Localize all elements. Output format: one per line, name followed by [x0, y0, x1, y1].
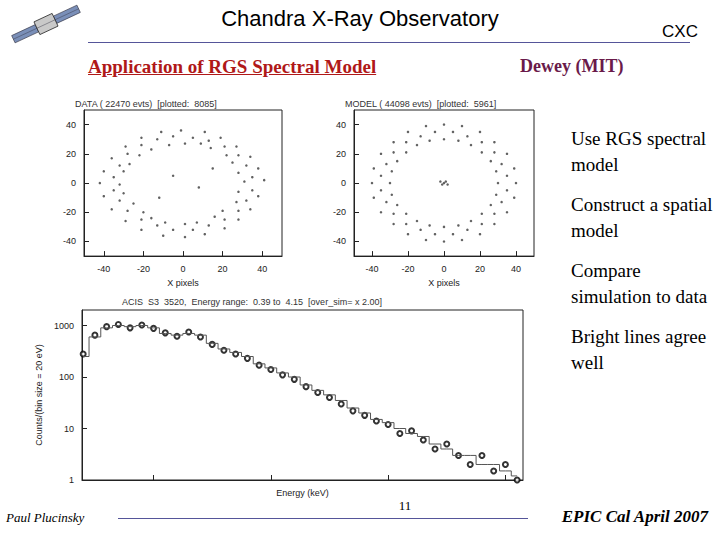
svg-text:20: 20 [218, 264, 228, 274]
svg-text:40: 40 [66, 120, 76, 130]
svg-text:-40: -40 [333, 236, 346, 246]
svg-text:-40: -40 [365, 264, 378, 274]
svg-text:-40: -40 [97, 264, 110, 274]
svg-text:-20: -20 [401, 264, 414, 274]
svg-text:10: 10 [64, 424, 74, 434]
html-text:Dewey (MIT): Dewey (MIT) [520, 56, 624, 76]
svg-text:1: 1 [69, 475, 74, 485]
html-text:EPIC Cal April 2007: EPIC Cal April 2007 [561, 507, 708, 526]
svg-text:-40: -40 [63, 236, 76, 246]
svg-text:-20: -20 [137, 264, 150, 274]
svg-text:0: 0 [180, 264, 185, 274]
svg-text:40: 40 [511, 264, 521, 274]
html-text:Construct a spatial model: Construct a spatial model [571, 194, 713, 241]
html-text:Compare simulation to data: Compare simulation to data [571, 260, 708, 307]
svg-text:DATA ( 22470 evts) [plotted:: DATA ( 22470 evts) [plotted: 8085] [75, 99, 217, 109]
svg-text:-20: -20 [63, 207, 76, 217]
svg-text:40: 40 [257, 264, 267, 274]
svg-text:ACIS S3 3520, Energy range:: ACIS S3 3520, Energy range: 0.39 to 4.15… [122, 297, 382, 307]
html-text:Use RGS spectral model: Use RGS spectral model [571, 128, 707, 175]
html-text:Application of RGS Spectral Mo: Application of RGS Spectral Model [88, 56, 377, 77]
svg-text:20: 20 [475, 264, 485, 274]
svg-text:Counts/(bin size = 20 eV): Counts/(bin size = 20 eV) [34, 344, 44, 445]
html-text:CXC: CXC [662, 22, 698, 41]
html-text:11: 11 [398, 498, 412, 513]
svg-text:100: 100 [59, 372, 74, 382]
svg-text:20: 20 [66, 149, 76, 159]
html-text:Bright lines agree well: Bright lines agree well [571, 326, 707, 373]
svg-text:X pixels: X pixels [167, 278, 199, 288]
svg-text:-20: -20 [333, 207, 346, 217]
html-text:Paul Plucinsky: Paul Plucinsky [6, 510, 85, 525]
svg-text:40: 40 [336, 120, 346, 130]
svg-text:Energy (keV): Energy (keV) [276, 488, 329, 498]
svg-text:0: 0 [441, 264, 446, 274]
html-text:Chandra X-Ray Observatory: Chandra X-Ray Observatory [221, 6, 499, 31]
svg-text:0: 0 [71, 178, 76, 188]
svg-text:20: 20 [336, 149, 346, 159]
svg-text:0: 0 [341, 178, 346, 188]
svg-text:X pixels: X pixels [428, 278, 460, 288]
svg-text:MODEL ( 44098 evts) [plotted:: MODEL ( 44098 evts) [plotted: 5961] [345, 99, 496, 109]
svg-text:1000: 1000 [54, 321, 74, 331]
